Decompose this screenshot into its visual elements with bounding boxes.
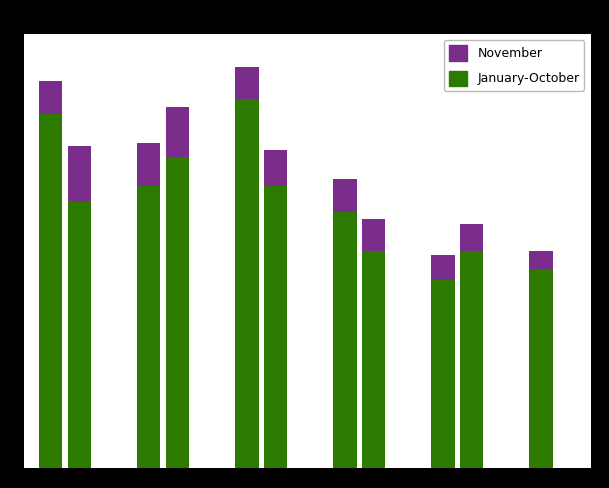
Bar [39, 81, 63, 114]
Bar [333, 211, 356, 468]
Bar [362, 251, 385, 468]
Bar [264, 150, 287, 186]
Bar [460, 224, 483, 251]
Legend: November, January-October: November, January-October [443, 41, 585, 91]
Bar [39, 114, 63, 468]
Bar [529, 251, 552, 269]
Bar [431, 255, 454, 280]
Bar [68, 146, 91, 201]
Bar [235, 99, 259, 468]
Bar [166, 106, 189, 157]
Bar [333, 179, 356, 211]
Bar [431, 280, 454, 468]
Bar [460, 251, 483, 468]
Bar [264, 186, 287, 468]
Bar [529, 269, 552, 468]
Bar [235, 67, 259, 99]
Bar [68, 201, 91, 468]
Bar [166, 157, 189, 468]
Bar [137, 186, 161, 468]
Bar [137, 142, 161, 186]
Bar [362, 219, 385, 251]
